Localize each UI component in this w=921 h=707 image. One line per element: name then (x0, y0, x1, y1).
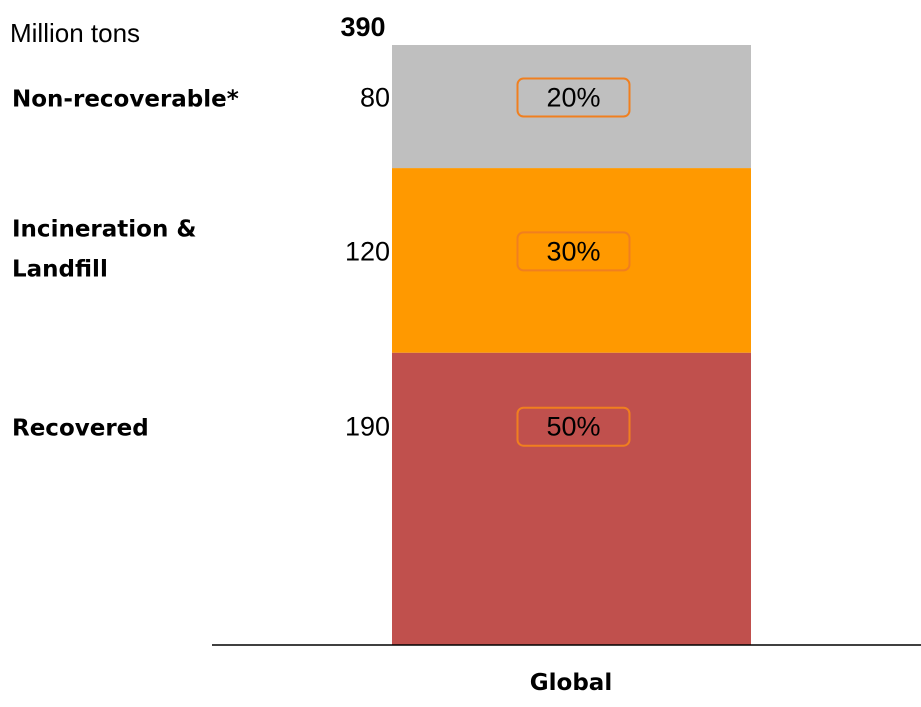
series-name-incineration-landfill: Incineration & Landfill (12, 216, 196, 282)
percent-badge-non-recoverable (516, 77, 631, 118)
value-label-recovered: 190 (345, 412, 390, 442)
series-name-line: Non-recoverable* (12, 87, 239, 113)
series-name-recovered: Recovered (12, 416, 149, 442)
bar-segment-non-recoverable (392, 45, 751, 169)
total-label: 390 (340, 12, 385, 42)
percent-label-non-recoverable: 20% (546, 83, 600, 113)
percent-badge-incineration-landfill (516, 231, 631, 272)
category-label-global: Global (530, 670, 612, 696)
bar-segment-incineration-landfill (392, 168, 751, 353)
series-labels: 190 Recovered 120 Incineration & Landfill 80 N… (12, 83, 390, 442)
series-name-line: Incineration & (12, 216, 196, 242)
series-name-line: Recovered (12, 416, 149, 442)
value-label-non-recoverable: 80 (360, 83, 390, 113)
value-label-incineration-landfill: 120 (345, 236, 390, 266)
percent-badge-recovered (516, 406, 631, 447)
bar-segments: 50% 30% 20% (392, 45, 751, 645)
series-name-non-recoverable: Non-recoverable* (12, 87, 239, 113)
percent-label-incineration-landfill: 30% (546, 236, 600, 266)
series-name-line: Landfill (12, 256, 108, 282)
unit-label: Million tons (10, 18, 140, 48)
percent-label-recovered: 50% (546, 412, 600, 442)
bar-segment-recovered (392, 352, 751, 645)
